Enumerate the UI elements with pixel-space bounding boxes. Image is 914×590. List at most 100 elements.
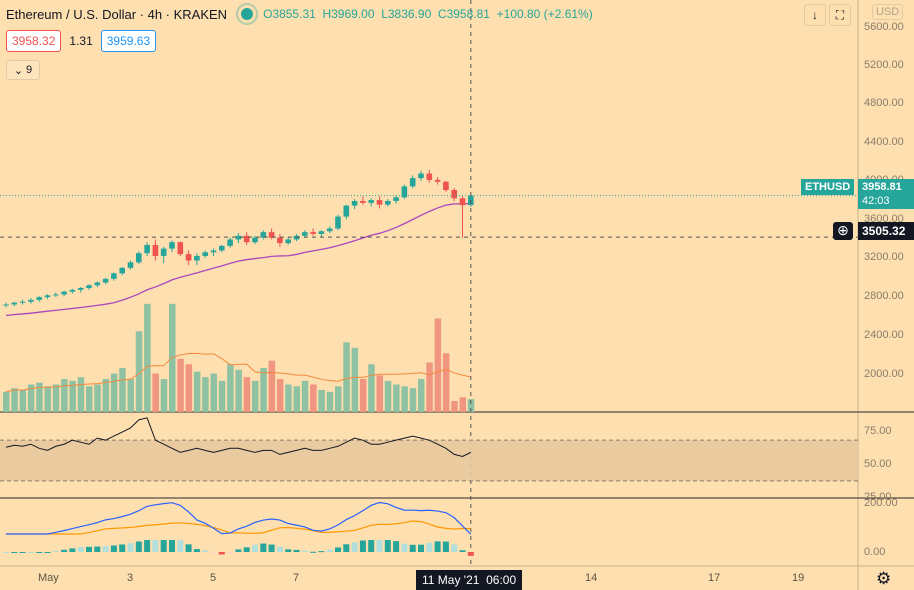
symbol-legend: Ethereum / U.S. Dollar · 4h · KRAKEN O38… (6, 6, 593, 22)
candle-body (393, 197, 399, 201)
crosshair-price-tag: 3505.32 (858, 222, 914, 240)
indicators-toggle-button[interactable]: ⌄ 9 (6, 60, 40, 80)
macd-histogram-bar (351, 542, 358, 552)
candle-body (368, 200, 374, 203)
macd-histogram-bar (260, 543, 267, 552)
volume-bar (86, 386, 93, 412)
buy-price-button[interactable]: 3959.63 (100, 30, 157, 52)
macd-histogram-bar (144, 540, 151, 552)
candle-body (227, 239, 233, 246)
candle-body (426, 173, 433, 180)
volume-bar (276, 379, 284, 412)
macd-histogram-bar (227, 552, 234, 553)
candle-body (243, 235, 250, 243)
volume-bar (102, 379, 110, 412)
macd-histogram-bar (368, 540, 375, 552)
time-axis-tick: 17 (708, 572, 721, 584)
market-open-icon (241, 8, 254, 20)
candle-body (260, 232, 267, 238)
quote-row: 3958.32 1.31 3959.63 (6, 30, 157, 52)
volume-bar (185, 364, 193, 412)
volume-bar (442, 353, 450, 412)
candle-body (185, 254, 192, 261)
fullscreen-icon: ⛶ (835, 7, 845, 22)
fullscreen-button[interactable]: ⛶ (829, 4, 851, 26)
price-axis-tick: 4400.00 (864, 136, 904, 148)
candle-body (277, 237, 283, 244)
price-axis-tick: 4800.00 (864, 97, 904, 109)
time-axis-tick: 5 (210, 572, 217, 584)
volume-bar (451, 401, 458, 412)
candle-body (160, 248, 167, 256)
download-button[interactable]: ↓ (804, 4, 826, 26)
candle-body (119, 267, 125, 274)
candle-body (111, 273, 117, 279)
volume-bar (301, 380, 309, 412)
volume-bar (393, 384, 400, 412)
time-axis-tick: 14 (585, 572, 598, 584)
candle-body (177, 242, 184, 255)
volume-bar (36, 382, 43, 412)
candle-body (385, 201, 391, 205)
last-price-tag: 3958.81 (858, 179, 914, 195)
candle-body (61, 291, 67, 295)
macd-histogram-bar (384, 540, 391, 552)
add-alert-icon[interactable]: ⊕ (833, 222, 853, 240)
macd-histogram-bar (401, 543, 408, 552)
volume-bar (268, 360, 276, 412)
candle-body (219, 245, 225, 251)
macd-histogram-bar (459, 550, 466, 552)
volume-bar (3, 391, 10, 412)
volume-bar (110, 373, 118, 412)
macd-histogram-bar (301, 550, 308, 552)
price-axis-tick: 2400.00 (864, 329, 904, 341)
change-value: +100.80 (+2.61%) (496, 7, 593, 21)
volume-bar (285, 384, 292, 412)
candle-body (443, 181, 449, 191)
volume-bar (467, 399, 475, 412)
candle-body (418, 173, 424, 179)
candle-body (326, 228, 333, 232)
macd-histogram-bar (86, 546, 92, 552)
candle-body (310, 232, 316, 234)
candle-body (194, 255, 200, 261)
symbol-price-tag: ETHUSD (801, 179, 855, 195)
macd-histogram-bar (119, 544, 126, 552)
volume-bar (426, 362, 433, 412)
candle-body (459, 198, 466, 206)
macd-histogram-bar (418, 544, 424, 552)
volume-bar (77, 377, 85, 412)
price-axis-tick: 3200.00 (864, 251, 904, 263)
settings-gear-icon[interactable]: ⚙ (876, 569, 892, 588)
sell-price-button[interactable]: 3958.32 (6, 30, 62, 52)
macd-histogram-bar (27, 552, 34, 553)
macd-histogram-bar (19, 552, 26, 553)
volume-bar (193, 371, 201, 412)
candle-body (152, 244, 159, 256)
candle-body (285, 239, 291, 244)
symbol-title[interactable]: Ethereum / U.S. Dollar · 4h · KRAKEN (6, 6, 228, 22)
macd-histogram-bar (3, 552, 9, 553)
currency-label[interactable]: USD (872, 4, 904, 20)
macd-histogram-bar (185, 544, 192, 552)
candle-body (360, 201, 366, 203)
macd-histogram-bar (451, 544, 458, 552)
candle-countdown: 42:03 (858, 193, 914, 209)
volume-bar (119, 368, 126, 412)
chevron-down-icon: ⌄ (13, 64, 24, 77)
volume-bar (44, 386, 51, 412)
macd-histogram-bar (343, 544, 350, 552)
macd-histogram-bar (160, 540, 167, 552)
macd-histogram-bar (135, 541, 142, 552)
candle-body (351, 201, 358, 206)
candle-body (268, 232, 275, 238)
candle-body (235, 235, 242, 240)
macd-histogram-bar (169, 540, 175, 552)
macd-histogram-bar (193, 549, 200, 552)
volume-bar (310, 384, 317, 412)
macd-histogram-bar (335, 547, 341, 552)
volume-bar (376, 375, 383, 412)
volume-ma-line (5, 352, 471, 393)
